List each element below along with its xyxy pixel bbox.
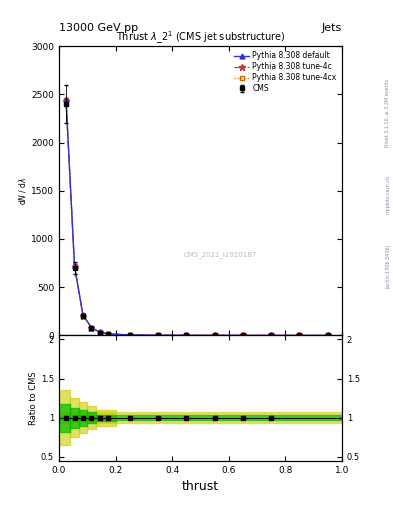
Pythia 8.308 tune-4cx	[72, 263, 77, 269]
Pythia 8.308 tune-4c	[106, 331, 111, 337]
Text: mcplots.cern.ch: mcplots.cern.ch	[385, 175, 390, 214]
Pythia 8.308 default	[212, 332, 217, 338]
Pythia 8.308 tune-4cx	[241, 332, 245, 338]
Pythia 8.308 default	[89, 325, 94, 331]
Pythia 8.308 tune-4cx	[156, 332, 160, 338]
Pythia 8.308 tune-4cx	[269, 332, 274, 338]
X-axis label: thrust: thrust	[182, 480, 219, 493]
Text: CMS_2021_I1920187: CMS_2021_I1920187	[184, 251, 257, 258]
Pythia 8.308 tune-4c	[81, 312, 85, 318]
Pythia 8.308 default	[241, 332, 245, 338]
Pythia 8.308 tune-4c	[297, 332, 302, 338]
Pythia 8.308 tune-4cx	[81, 312, 85, 318]
Pythia 8.308 tune-4c	[97, 329, 102, 335]
Legend: Pythia 8.308 default, Pythia 8.308 tune-4c, Pythia 8.308 tune-4cx, CMS: Pythia 8.308 default, Pythia 8.308 tune-…	[232, 50, 338, 95]
Pythia 8.308 tune-4cx	[106, 331, 111, 337]
Pythia 8.308 tune-4c	[156, 332, 160, 338]
Line: Pythia 8.308 tune-4cx: Pythia 8.308 tune-4cx	[64, 98, 330, 337]
Pythia 8.308 tune-4c	[89, 325, 94, 331]
Pythia 8.308 tune-4c	[184, 332, 189, 338]
Pythia 8.308 tune-4cx	[64, 97, 68, 103]
Pythia 8.308 tune-4c	[72, 264, 77, 270]
Pythia 8.308 tune-4c	[269, 332, 274, 338]
Pythia 8.308 default	[297, 332, 302, 338]
Pythia 8.308 default	[127, 332, 132, 338]
Line: Pythia 8.308 default: Pythia 8.308 default	[64, 97, 330, 338]
Line: Pythia 8.308 tune-4c: Pythia 8.308 tune-4c	[63, 98, 331, 338]
Text: Jets: Jets	[321, 23, 342, 33]
Pythia 8.308 default	[72, 263, 77, 269]
Text: [arXiv:1306.3436]: [arXiv:1306.3436]	[385, 244, 390, 288]
Pythia 8.308 tune-4c	[212, 332, 217, 338]
Pythia 8.308 tune-4c	[64, 98, 68, 104]
Pythia 8.308 tune-4cx	[212, 332, 217, 338]
Pythia 8.308 default	[97, 329, 102, 335]
Pythia 8.308 default	[106, 331, 111, 337]
Pythia 8.308 tune-4cx	[89, 325, 94, 331]
Pythia 8.308 tune-4c	[241, 332, 245, 338]
Pythia 8.308 default	[156, 332, 160, 338]
Pythia 8.308 tune-4cx	[184, 332, 189, 338]
Pythia 8.308 default	[184, 332, 189, 338]
Pythia 8.308 default	[81, 312, 85, 318]
Pythia 8.308 tune-4c	[325, 332, 330, 338]
Pythia 8.308 tune-4cx	[325, 332, 330, 338]
Pythia 8.308 tune-4cx	[297, 332, 302, 338]
Pythia 8.308 default	[325, 332, 330, 338]
Pythia 8.308 tune-4c	[127, 332, 132, 338]
Title: Thrust $\lambda\_2^1$ (CMS jet substructure): Thrust $\lambda\_2^1$ (CMS jet substruct…	[116, 30, 285, 46]
Pythia 8.308 tune-4cx	[97, 329, 102, 335]
Pythia 8.308 default	[269, 332, 274, 338]
Pythia 8.308 default	[64, 96, 68, 102]
Pythia 8.308 tune-4cx	[127, 332, 132, 338]
Y-axis label: $\mathrm{d}N$ / $\mathrm{d}\lambda$: $\mathrm{d}N$ / $\mathrm{d}\lambda$	[17, 177, 28, 205]
Text: 13000 GeV pp: 13000 GeV pp	[59, 23, 138, 33]
Y-axis label: Ratio to CMS: Ratio to CMS	[29, 371, 38, 425]
Text: Rivet 3.1.10, ≥ 3.2M events: Rivet 3.1.10, ≥ 3.2M events	[385, 78, 390, 147]
